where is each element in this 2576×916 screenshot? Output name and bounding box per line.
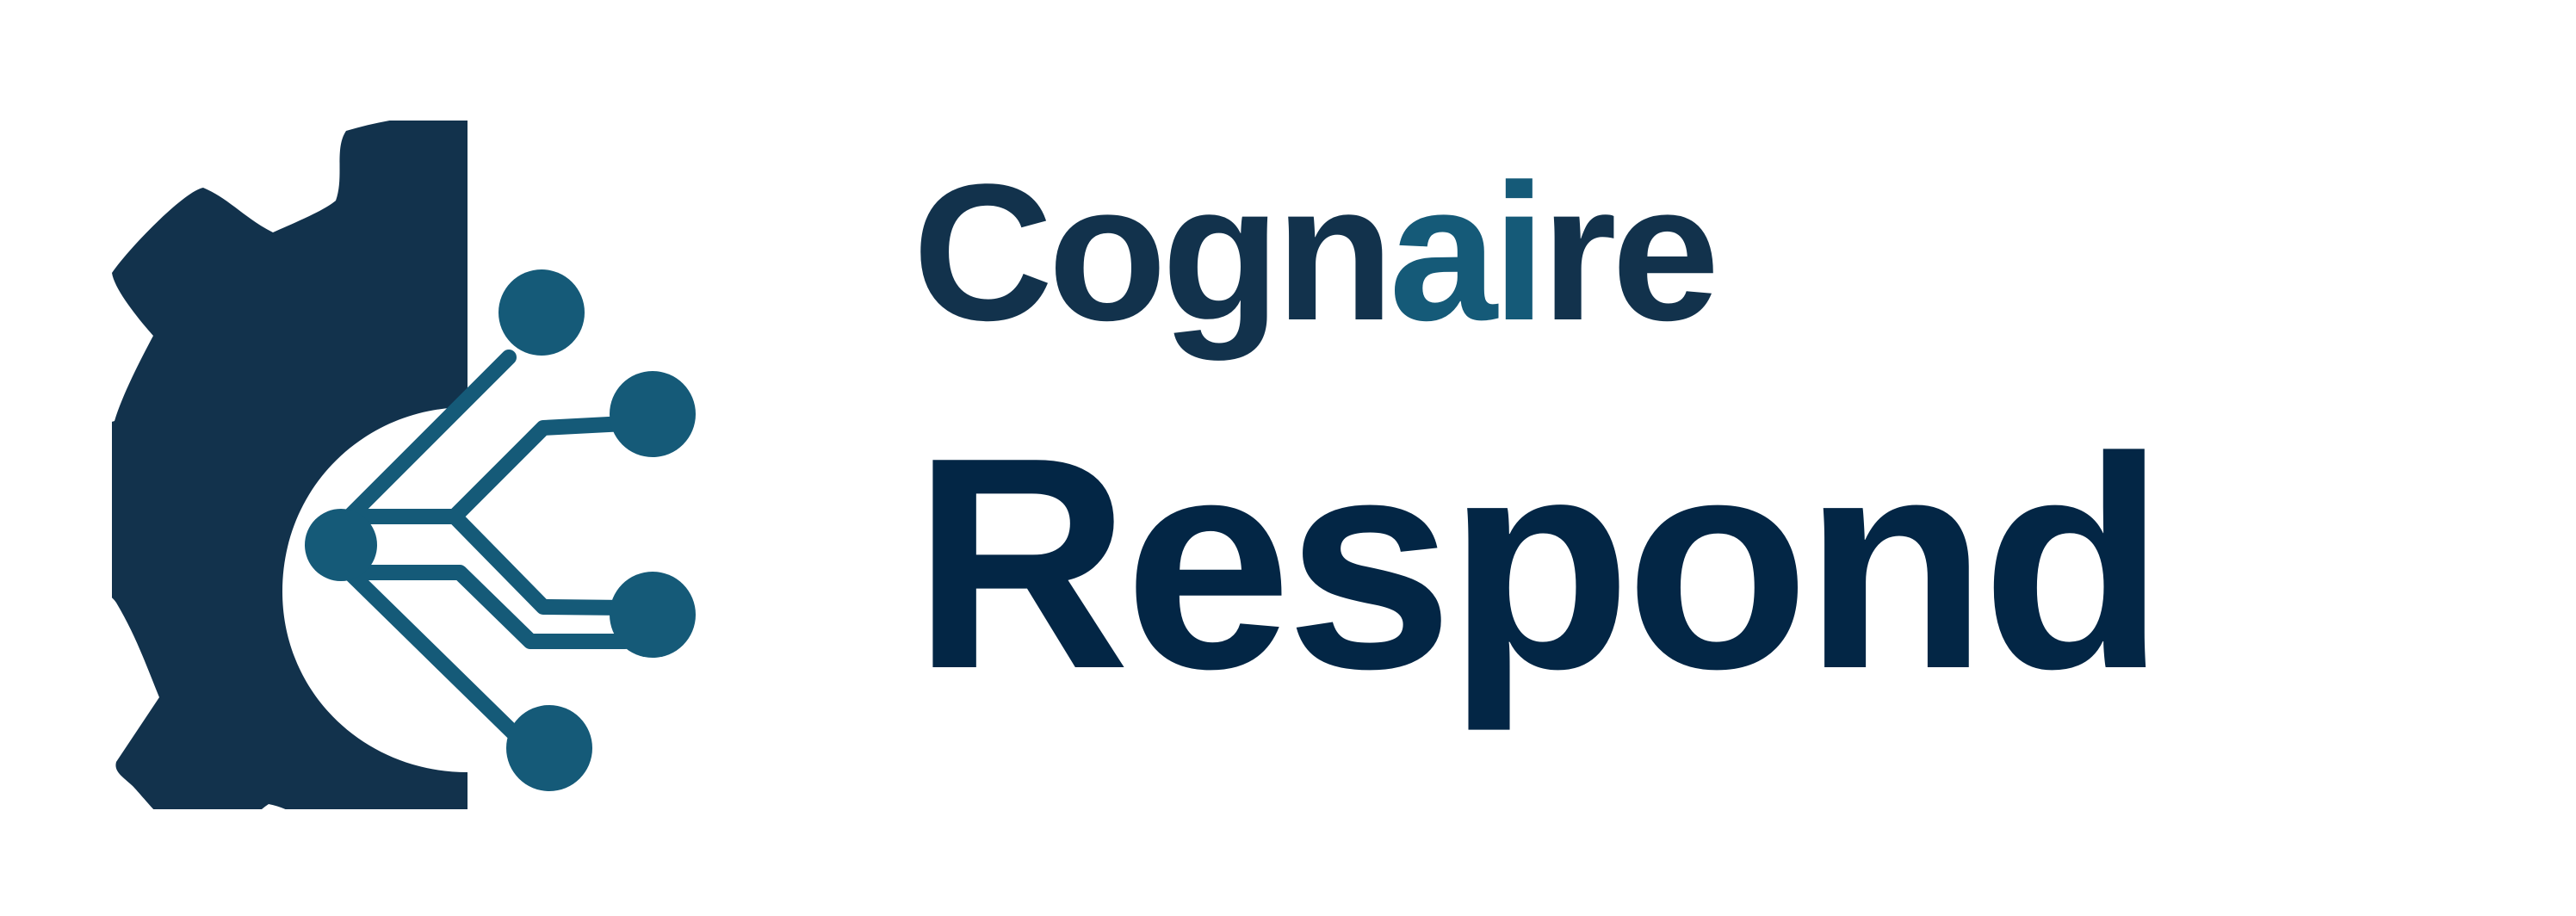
wordmark: Cognaire Respond bbox=[913, 155, 2462, 844]
circuit-node-left-icon bbox=[305, 509, 377, 581]
brand-primary-wordmark: Cognaire bbox=[913, 143, 1720, 361]
circuit-trace-icon bbox=[342, 350, 635, 741]
circuit-node-right-top-icon bbox=[610, 371, 696, 457]
circuit-node-top-icon bbox=[498, 269, 585, 356]
circuit-node-bottom-icon bbox=[506, 705, 592, 791]
gear-circuit-logo-icon bbox=[112, 121, 696, 809]
gear-half-icon bbox=[112, 121, 468, 809]
brand-primary-before-accent: Cogn bbox=[913, 143, 1394, 361]
circuit-node-right-bottom-icon bbox=[610, 572, 696, 658]
brand-secondary-wordmark: Respond bbox=[913, 395, 2165, 732]
brand-primary-after-accent: re bbox=[1540, 143, 1720, 361]
brand-primary-accent: ai bbox=[1389, 143, 1546, 361]
